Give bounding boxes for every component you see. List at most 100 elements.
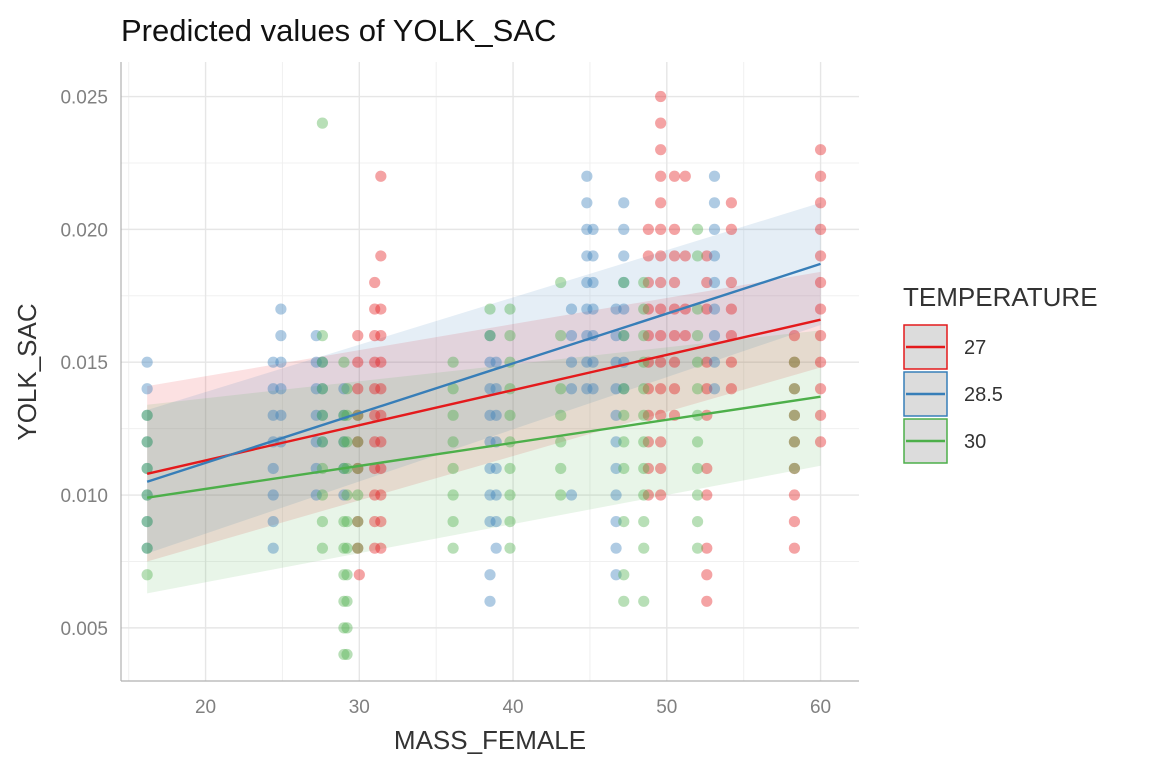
data-point-27: [668, 330, 681, 342]
legend-items: 27 28.5 30: [903, 324, 1003, 464]
data-point-27: [369, 409, 381, 421]
legend-label: 30: [964, 431, 986, 453]
data-point-30: [316, 409, 329, 421]
data-point-27: [375, 250, 387, 262]
data-point-30: [618, 462, 630, 475]
legend-item-27: 27: [903, 324, 986, 370]
data-point-30: [638, 409, 650, 421]
data-point-30: [141, 569, 153, 581]
data-point-28-5: [275, 383, 287, 395]
data-point-30: [555, 489, 567, 501]
data-point-28-5: [610, 569, 622, 581]
data-point-28-5: [490, 356, 502, 368]
data-point-28-5: [490, 462, 502, 475]
data-point-27: [788, 516, 801, 528]
data-point-27: [725, 383, 737, 395]
data-point-28-5: [565, 330, 578, 342]
data-point-28-5: [618, 383, 630, 395]
data-point-28-5: [610, 436, 622, 448]
data-point-27: [352, 542, 364, 554]
data-point-28-5: [610, 330, 622, 342]
data-point-30: [341, 569, 353, 581]
data-point-28-5: [310, 383, 322, 395]
data-point-28-5: [484, 489, 496, 501]
data-point-27: [375, 542, 387, 554]
data-point-30: [447, 356, 459, 368]
data-point-27: [788, 383, 801, 395]
data-point-30: [504, 516, 516, 528]
y-tick-labels: 0.005 0.010 0.015 0.020 0.025: [60, 88, 108, 640]
data-point-27: [701, 303, 713, 315]
data-point-30: [316, 117, 329, 129]
data-point-27: [655, 276, 667, 289]
data-point-27: [642, 489, 654, 501]
data-point-28-5: [581, 356, 593, 368]
data-point-28-5: [708, 223, 721, 235]
data-point-28-5: [490, 409, 502, 421]
data-point-28-5: [581, 383, 593, 395]
data-point-27: [369, 542, 381, 554]
data-point-27: [679, 330, 691, 342]
data-point-27: [668, 170, 681, 182]
data-point-28-5: [565, 489, 578, 501]
data-point-28-5: [581, 276, 593, 289]
data-point-27: [668, 356, 681, 368]
data-point-30: [618, 409, 630, 421]
y-tick-label: 0.015: [60, 353, 108, 374]
data-point-27: [375, 303, 387, 315]
data-point-30: [338, 542, 350, 554]
data-point-30: [341, 489, 353, 501]
data-point-27: [655, 90, 667, 103]
data-point-28-5: [610, 516, 622, 528]
data-point-27: [375, 462, 387, 475]
data-point-27: [642, 303, 654, 315]
data-point-30: [788, 356, 801, 368]
data-point-30: [618, 276, 630, 289]
data-point-30: [555, 330, 567, 342]
data-point-30: [484, 303, 496, 315]
data-point-27: [369, 356, 381, 368]
data-point-27: [375, 383, 387, 395]
data-point-28-5: [338, 436, 350, 448]
data-point-28-5: [141, 409, 153, 421]
data-point-30: [691, 250, 704, 262]
data-point-30: [338, 356, 350, 368]
data-point-27: [668, 383, 681, 395]
data-point-30: [484, 330, 496, 342]
data-point-27: [701, 383, 713, 395]
data-point-30: [341, 595, 353, 607]
data-point-30: [618, 569, 630, 581]
data-point-28-5: [267, 356, 279, 368]
data-point-27: [701, 489, 713, 501]
data-point-30: [788, 409, 801, 421]
data-point-28-5: [618, 223, 630, 235]
data-point-28-5: [708, 250, 721, 262]
data-point-30: [338, 436, 350, 448]
data-point-28-5: [587, 303, 599, 315]
data-point-27: [655, 489, 667, 501]
data-point-27: [375, 516, 387, 528]
data-point-30: [618, 383, 630, 395]
data-point-28-5: [708, 383, 721, 395]
data-point-30: [341, 648, 353, 661]
data-point-28-5: [587, 250, 599, 262]
data-point-27: [701, 542, 713, 554]
x-tick-label: 60: [810, 697, 831, 718]
data-point-30: [691, 516, 704, 528]
data-point-28-5: [708, 197, 721, 209]
data-point-27: [814, 303, 827, 315]
data-point-27: [788, 436, 801, 448]
legend: TEMPERATURE 27 28.5 30: [903, 282, 1098, 464]
fit-line-27: [146, 318, 821, 475]
data-point-28-5: [484, 462, 496, 475]
legend-title: TEMPERATURE: [903, 282, 1098, 312]
data-point-27: [369, 383, 381, 395]
data-point-30: [316, 330, 329, 342]
x-tick-label: 50: [656, 697, 677, 718]
data-point-30: [447, 516, 459, 528]
data-point-27: [668, 223, 681, 235]
data-point-28-5: [610, 489, 622, 501]
data-point-28-5: [484, 569, 496, 581]
data-point-27: [788, 330, 801, 342]
data-point-30: [691, 489, 704, 501]
